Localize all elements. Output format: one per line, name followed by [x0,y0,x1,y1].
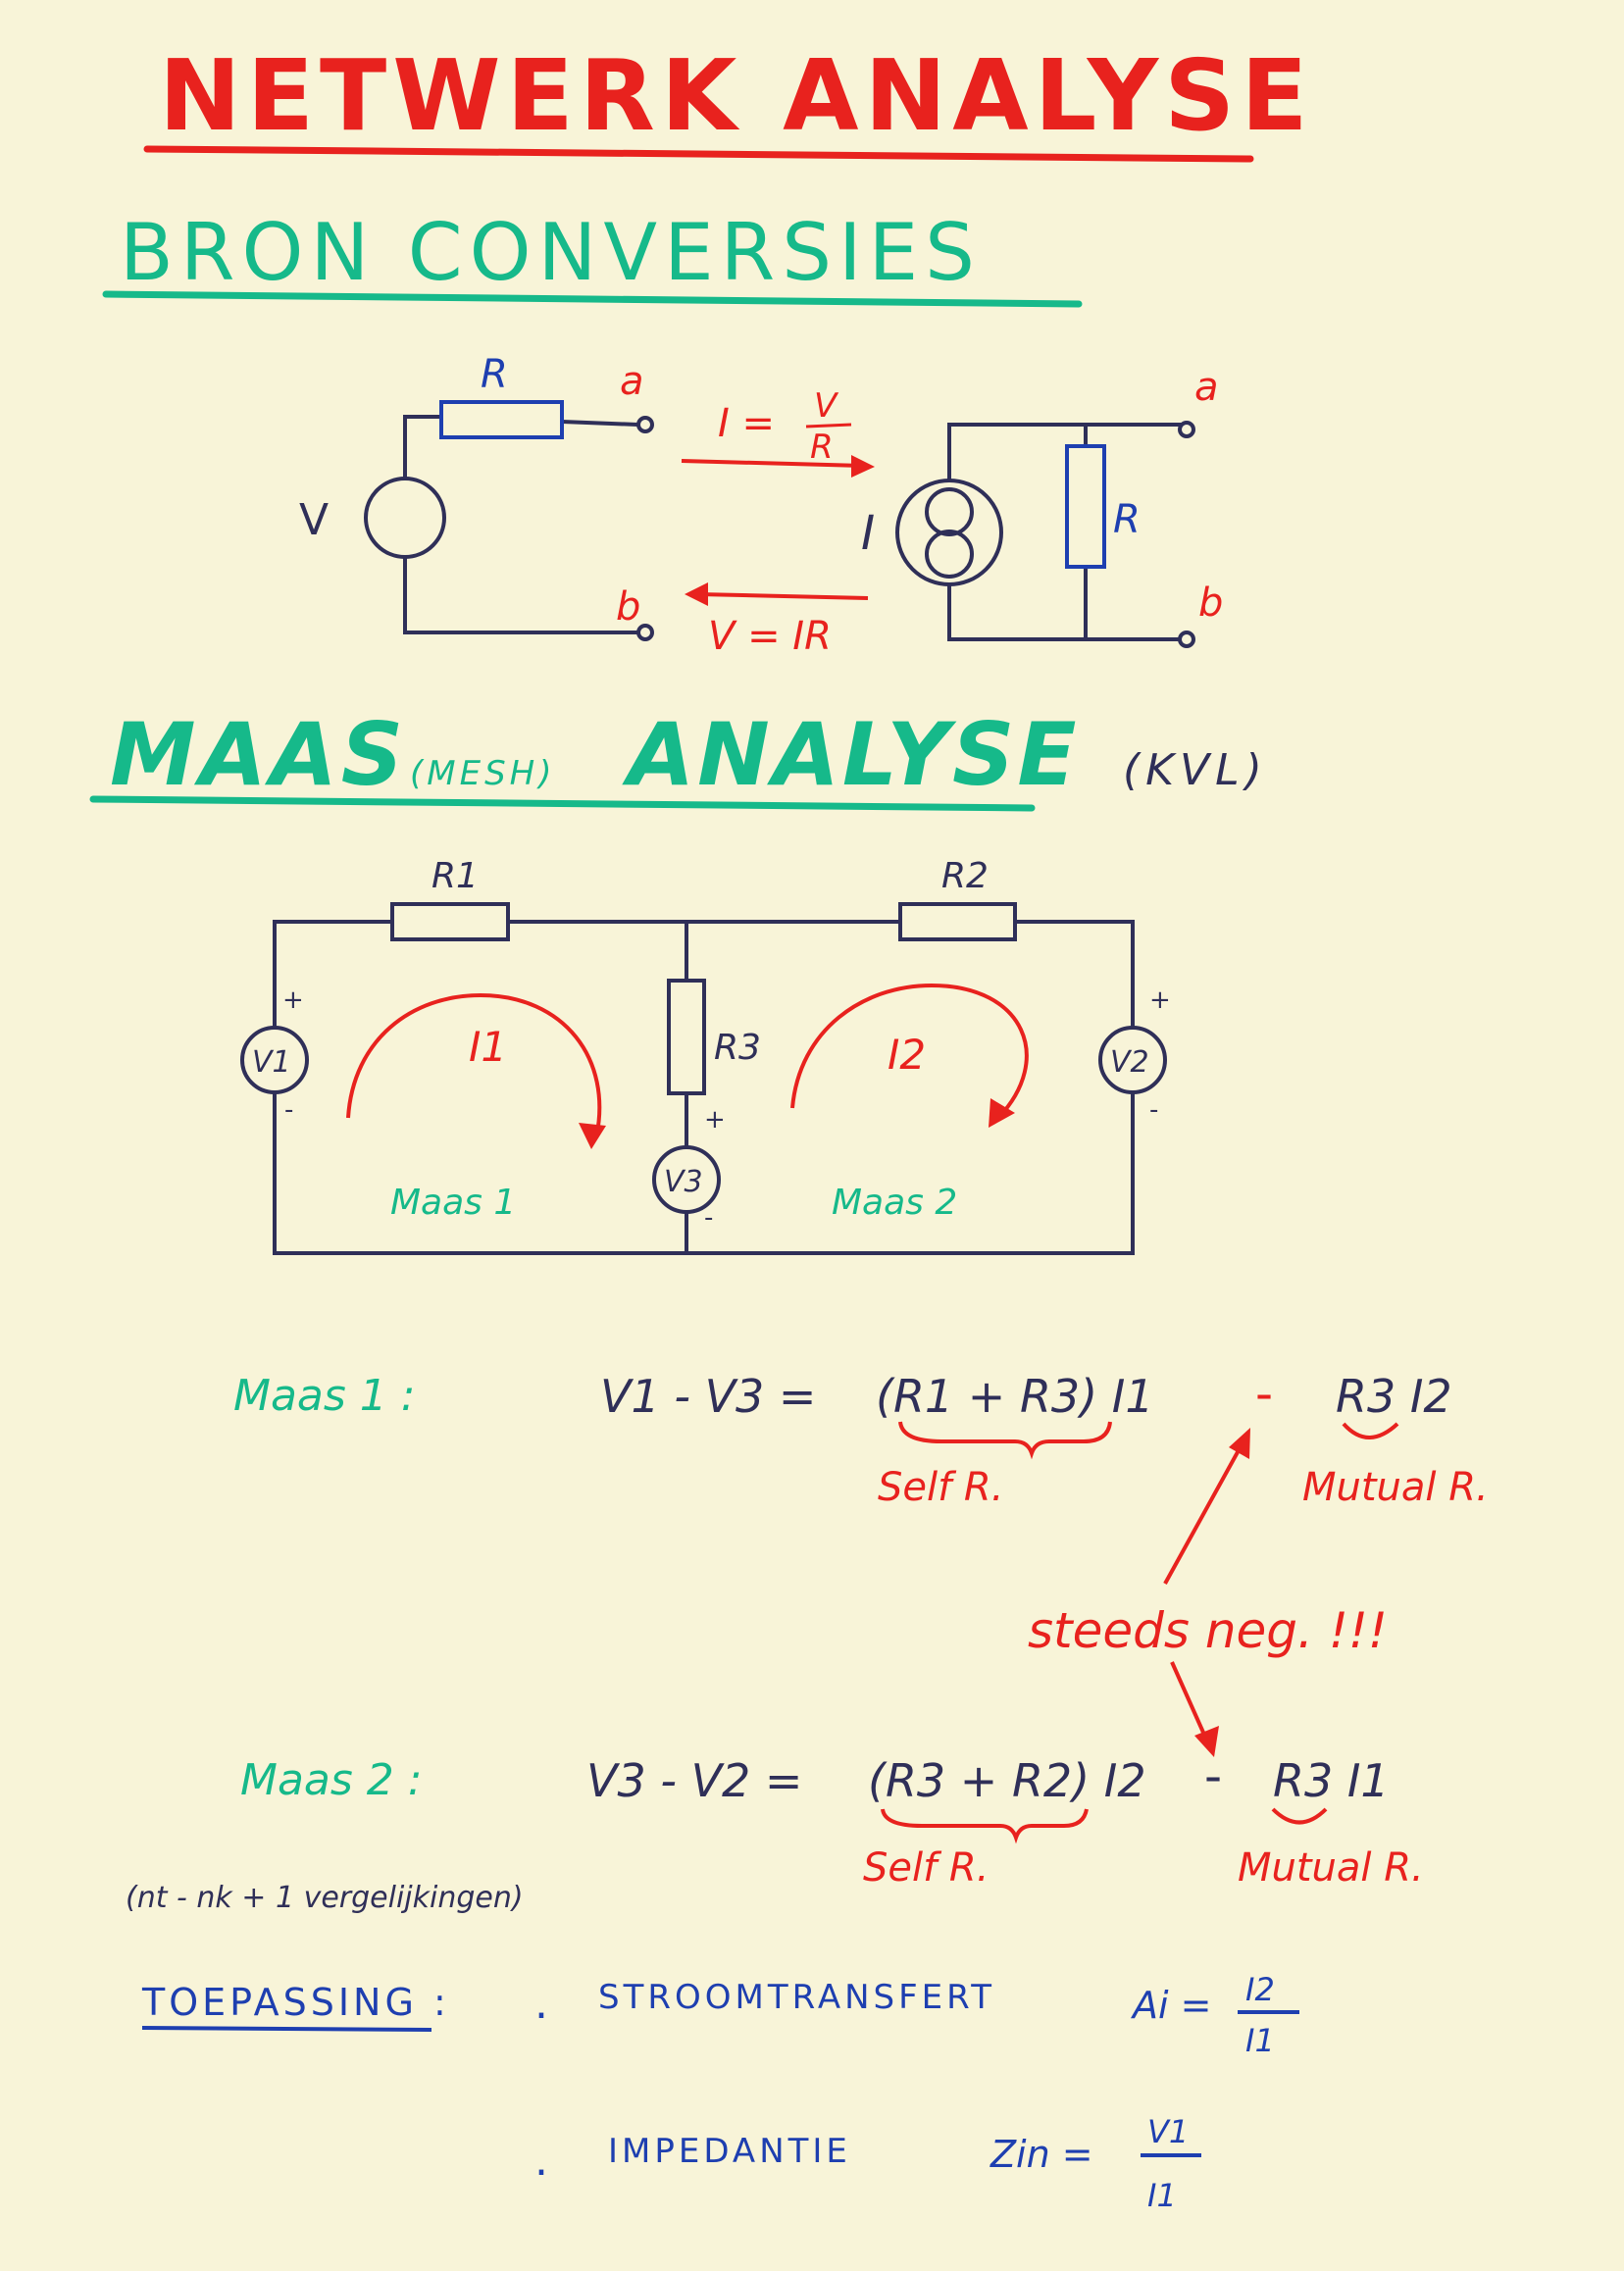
item1-name: STROOMTRANSFERT [598,1978,995,2017]
v3-minus: - [704,1203,713,1233]
terminal-a-right-label: a [1194,365,1219,410]
eq2-self-note: Self R. [863,1845,989,1891]
v1-minus: - [284,1095,293,1125]
item1-bullet: . [534,1979,548,2029]
v3-label: V3 [664,1165,703,1199]
v2-plus: + [1149,985,1171,1015]
item1-numerator: I2 [1245,1971,1275,2008]
negative-note-arrows [1163,1428,1250,1757]
resistor-r2 [898,902,1017,941]
eq2-lhs: V3 - V2 = [586,1754,802,1807]
parallel-resistor-label: R [1113,497,1141,542]
section2-heading-end: ANALYSE [622,704,1079,805]
voltage-source-label: V [299,495,329,545]
svg-text:V: V [814,386,839,426]
series-resistor [439,400,564,439]
mesh2-current-arrow [790,983,1029,1128]
source-v2 [1098,1026,1167,1094]
v2-label: V2 [1110,1045,1149,1080]
eq1-mutual-note: Mutual R. [1302,1465,1489,1510]
source-v1 [240,1026,309,1094]
eq1-lhs: V1 - V3 = [600,1370,816,1423]
page-title: NETWERK ANALYSE [159,38,1314,153]
source-v3 [652,1145,721,1214]
terminal-a-left [636,416,654,433]
section1-heading: BRON CONVERSIES [120,207,982,298]
v2-minus: - [1149,1095,1158,1125]
r3-label: R3 [714,1028,761,1068]
eq1-self-brace [898,1421,1112,1460]
item2-lhs: Zin = [990,2133,1093,2176]
item2-numerator: V1 [1147,2113,1189,2150]
resistor-r1 [390,902,510,941]
mesh2-label: Maas 2 [832,1183,957,1223]
item2-denominator: I1 [1147,2177,1177,2214]
svg-text:I =: I = [718,401,775,446]
kvl-label: (KVL) [1123,745,1268,795]
terminal-b-right-label: b [1198,580,1223,626]
eq2-mutual-brace [1271,1807,1328,1825]
mesh1-label: Maas 1 [390,1183,516,1223]
terminal-b-left-label: b [616,584,640,630]
voltage-source-symbol [364,477,446,559]
item1-denominator: I1 [1245,2022,1275,2059]
v1-label: V1 [252,1045,291,1080]
eq1-label: Maas 1 : [233,1371,416,1421]
section2-underline [89,795,1036,812]
terminal-a-right [1178,421,1195,438]
application-underline [141,2026,432,2032]
section1-underline [102,290,1083,308]
item1-lhs: Ai = [1130,1984,1211,2027]
svg-text:V = IR: V = IR [708,614,832,659]
eq1-minus: - [1255,1365,1273,1422]
current-source-circuit [895,421,1195,648]
parallel-resistor [1065,444,1106,569]
eq2-mutual-note: Mutual R. [1238,1845,1424,1891]
mesh1-current-arrow [346,992,606,1149]
item2-bullet: . [534,2136,548,2186]
v1-plus: + [282,985,304,1015]
resistor-r3 [667,979,706,1095]
section2-heading-main: MAAS [110,704,407,805]
eq1-mutual-brace [1342,1422,1399,1439]
r1-label: R1 [431,856,479,896]
negative-note: steeds neg. !!! [1028,1602,1388,1659]
eq2-self-brace [881,1808,1089,1844]
eq1-self-note: Self R. [878,1465,1003,1510]
i1-label: I1 [469,1023,507,1071]
backward-conversion: V = IR [685,582,869,659]
svg-text:R: R [810,428,834,467]
v3-plus: + [704,1105,726,1135]
r2-label: R2 [941,856,989,896]
eq2-minus: - [1204,1747,1222,1804]
series-resistor-label: R [481,352,508,397]
mesh-circuit [240,920,1167,1255]
section2-heading-paren: (MESH) [410,754,556,793]
eq2-mutual: R3 I1 [1273,1754,1390,1807]
eq2-label: Maas 2 : [240,1755,423,1805]
current-source-label: I [861,506,875,561]
current-source-symbol [895,479,1003,586]
terminal-b-left [636,624,654,641]
eq1-self: (R1 + R3) I1 [876,1370,1154,1423]
forward-conversion: I = V R [681,386,875,478]
application-label: TOEPASSING : [141,1981,450,2024]
terminal-a-left-label: a [620,359,644,404]
eq1-mutual: R3 I2 [1336,1370,1452,1423]
title-underline [143,145,1254,163]
terminal-b-right [1178,631,1195,648]
eq2-self: (R3 + R2) I2 [868,1754,1146,1807]
voltage-source-circuit [364,415,654,641]
item2-name: IMPEDANTIE [608,2132,851,2171]
equation-count-note: (nt - nk + 1 vergelijkingen) [126,1881,524,1915]
i2-label: I2 [888,1031,926,1079]
